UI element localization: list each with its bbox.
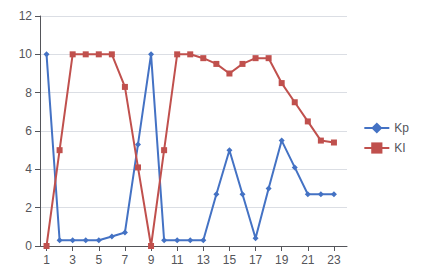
svg-text:5: 5 xyxy=(95,253,102,267)
svg-text:19: 19 xyxy=(275,253,289,267)
svg-text:23: 23 xyxy=(327,253,341,267)
svg-text:17: 17 xyxy=(249,253,263,267)
svg-text:3: 3 xyxy=(69,253,76,267)
svg-text:21: 21 xyxy=(301,253,315,267)
svg-text:8: 8 xyxy=(25,86,32,100)
svg-text:2: 2 xyxy=(25,201,32,215)
svg-text:7: 7 xyxy=(122,253,129,267)
svg-text:13: 13 xyxy=(197,253,211,267)
svg-text:4: 4 xyxy=(25,162,32,176)
svg-text:11: 11 xyxy=(171,253,184,267)
svg-text:12: 12 xyxy=(19,9,33,23)
svg-text:Kp: Kp xyxy=(394,121,409,135)
svg-text:1: 1 xyxy=(43,253,50,267)
svg-text:15: 15 xyxy=(223,253,237,267)
svg-text:10: 10 xyxy=(19,47,33,61)
svg-text:6: 6 xyxy=(25,124,32,138)
svg-text:0: 0 xyxy=(25,239,32,253)
svg-text:9: 9 xyxy=(148,253,155,267)
svg-text:KI: KI xyxy=(394,141,405,155)
